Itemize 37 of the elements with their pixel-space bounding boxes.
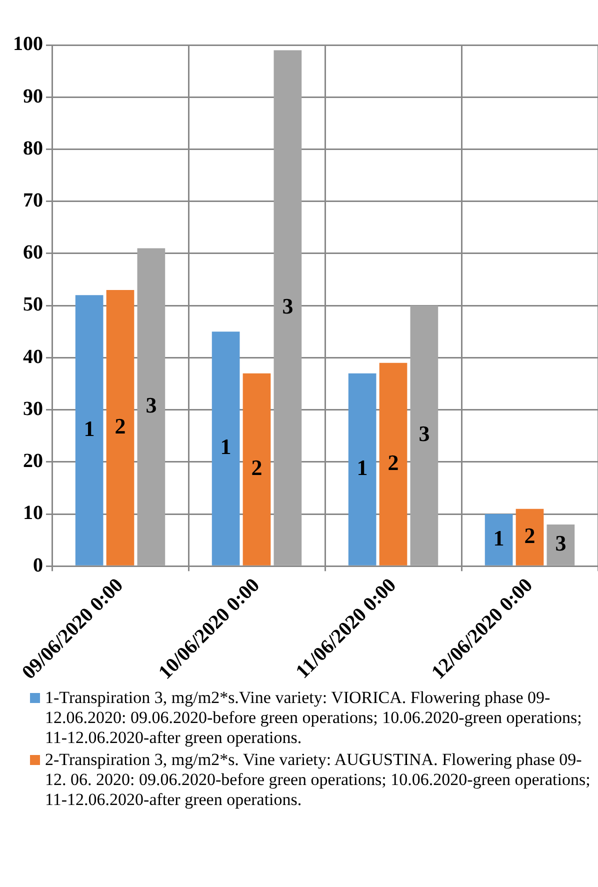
bar (212, 332, 240, 566)
annotation: 2 (251, 455, 262, 480)
y-tick-label: 80 (23, 137, 43, 160)
y-tick-label: 90 (23, 85, 43, 108)
bar (546, 524, 575, 566)
y-tick-label: 50 (23, 294, 43, 316)
annotation: 3 (418, 421, 430, 446)
annotation: 2 (114, 413, 126, 438)
annotation: 3 (282, 293, 294, 318)
bar (137, 248, 166, 566)
bar (348, 373, 376, 566)
bar (379, 362, 408, 566)
bar (106, 290, 134, 566)
legend-label: 1-Transpiration 3, mg/m2*s.Vine variety: VIORICA. Flowering phase 09-12.06.2020: 09.06.2020-before green operations; 10.06.2020-green operations; 11-12.06.2020-after green operations. (45, 688, 583, 748)
bar (516, 508, 544, 566)
y-tick-label: 70 (23, 190, 43, 212)
bar (274, 50, 302, 566)
y-tick-label: 20 (23, 450, 43, 472)
y-tick-label: 10 (23, 502, 43, 524)
bar (484, 514, 513, 566)
annotation: 2 (524, 522, 536, 548)
annotation: 1 (493, 525, 504, 550)
bar (242, 373, 271, 566)
annotation: 3 (146, 392, 157, 418)
bar (410, 306, 438, 566)
bar (75, 295, 104, 566)
y-tick-label: 60 (23, 242, 43, 264)
y-tick-label: 100 (13, 33, 43, 56)
annotation: 1 (84, 416, 95, 441)
legend-label: 2-Transpiration 3, mg/m2*s. Vine variety: AUGUSTINA. Flowering phase 09-12. 06. 2020: 09.06.2020-before green operations; 10.06.2020-green operations; 11-12.06.2020-after green operations. (45, 750, 592, 810)
annotation: 1 (220, 434, 232, 460)
annotation: 1 (356, 455, 368, 480)
y-tick-label: 30 (23, 398, 43, 420)
annotation: 3 (555, 530, 566, 556)
y-tick-label: 0 (33, 554, 43, 576)
y-tick-label: 40 (23, 346, 43, 368)
annotation: 2 (388, 450, 399, 475)
